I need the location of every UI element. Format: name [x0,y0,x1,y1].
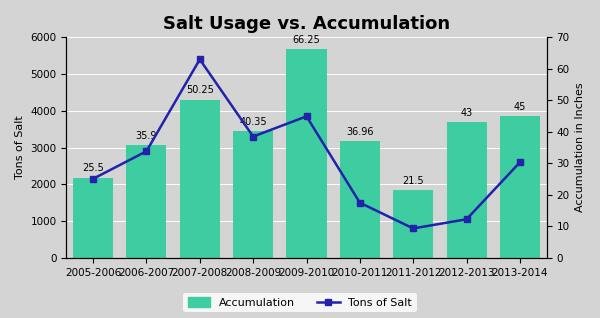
Text: 25.5: 25.5 [82,163,104,173]
Y-axis label: Tons of Salt: Tons of Salt [15,116,25,179]
Text: 45: 45 [514,102,526,112]
Text: 40.35: 40.35 [239,117,267,127]
Legend: Accumulation, Tons of Salt: Accumulation, Tons of Salt [184,293,416,313]
Text: 35.9: 35.9 [136,131,157,141]
Text: 66.25: 66.25 [293,35,320,45]
Text: 50.25: 50.25 [186,85,214,95]
Bar [393,190,433,258]
Bar [73,177,113,258]
Bar [500,116,540,258]
Title: Salt Usage vs. Accumulation: Salt Usage vs. Accumulation [163,15,450,33]
Bar [446,122,487,258]
Y-axis label: Accumulation in Inches: Accumulation in Inches [575,83,585,212]
Bar [233,131,273,258]
Bar [127,145,166,258]
Bar [180,100,220,258]
Bar [340,142,380,258]
Text: 43: 43 [460,108,473,118]
Text: 21.5: 21.5 [403,176,424,186]
Text: 36.96: 36.96 [346,127,374,137]
Bar [286,49,326,258]
